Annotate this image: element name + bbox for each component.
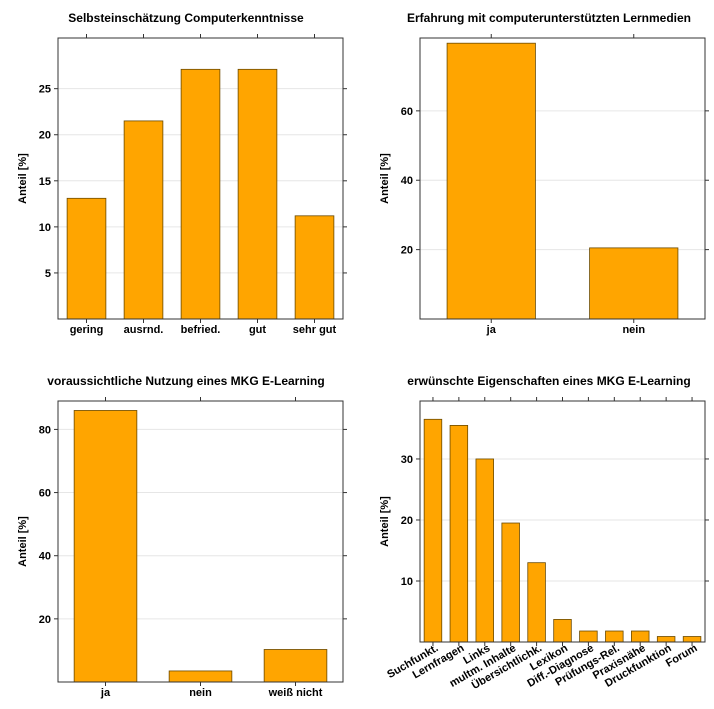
bar-5 xyxy=(553,619,572,643)
y-tick-label: 10 xyxy=(401,576,413,588)
bar-7 xyxy=(605,630,624,643)
bar-3 xyxy=(237,68,278,320)
y-tick-label: 15 xyxy=(39,176,51,188)
bar-1 xyxy=(449,425,469,643)
bar-10 xyxy=(682,636,702,643)
chart-panel-learning-media-experience: 20 40 60 ja nein Erfahrung mit computerunters… xyxy=(379,11,709,336)
chart-panel-computer-skills: 5 10 15 20 25 gering ausrnd. befried. gut sehr gu… xyxy=(17,11,347,336)
bar-9 xyxy=(656,636,676,643)
bar-8 xyxy=(631,630,650,643)
bar-0 xyxy=(66,197,107,320)
x-tick-label: weiß nicht xyxy=(268,687,323,699)
x-tick-label: gut xyxy=(249,324,266,336)
x-tick-label: nein xyxy=(189,687,212,699)
bar-0 xyxy=(423,418,443,643)
x-tick-label: ja xyxy=(486,324,497,336)
chart-title: voraussichtliche Nutzung eines MKG E-Lea… xyxy=(47,374,324,388)
chart-title: Erfahrung mit computerunterstützten Lern… xyxy=(407,11,691,25)
y-tick-label: 80 xyxy=(39,424,51,436)
bar-4 xyxy=(527,562,546,643)
y-tick-label: 60 xyxy=(401,106,413,118)
y-tick-label: 5 xyxy=(45,268,51,280)
y-tick-label: 20 xyxy=(39,130,51,142)
y-tick-label: 40 xyxy=(39,551,51,563)
bar-1 xyxy=(589,247,679,320)
y-tick-label: 20 xyxy=(401,515,413,527)
y-tick-label: 20 xyxy=(39,614,51,626)
y-axis-label: Anteil [%] xyxy=(17,153,29,204)
bar-1 xyxy=(123,120,164,320)
bar-3 xyxy=(501,522,520,643)
bar-0 xyxy=(73,410,138,683)
bar-2 xyxy=(475,458,494,643)
y-axis-label: Anteil [%] xyxy=(17,516,29,567)
bar-2 xyxy=(180,68,221,320)
bar-4 xyxy=(294,215,335,320)
bar-0 xyxy=(446,42,536,320)
x-tick-label: gering xyxy=(70,324,104,336)
y-tick-label: 30 xyxy=(401,454,413,466)
y-tick-label: 40 xyxy=(401,175,413,187)
x-tick-label: ja xyxy=(100,687,111,699)
bar-2 xyxy=(263,649,328,683)
chart-panel-expected-usage: 20 40 60 80 ja nein weiß nicht voraussichtliche… xyxy=(17,374,347,699)
chart-title: Selbsteinschätzung Computerkenntnisse xyxy=(68,11,304,25)
x-tick-label: sehr gut xyxy=(293,324,337,336)
y-tick-label: 25 xyxy=(39,84,51,96)
y-axis-label: Anteil [%] xyxy=(379,153,391,204)
x-tick-label: befried. xyxy=(181,324,221,336)
y-axis-label: Anteil [%] xyxy=(379,496,391,547)
y-tick-label: 10 xyxy=(39,222,51,234)
bar-6 xyxy=(579,630,598,643)
plot-frame xyxy=(419,37,706,320)
y-tick-label: 20 xyxy=(401,245,413,257)
bar-1 xyxy=(168,670,233,683)
x-tick-label: nein xyxy=(622,324,645,336)
chart-title: erwünschte Eigenschaften eines MKG E-Lea… xyxy=(407,374,690,388)
y-tick-label: 60 xyxy=(39,488,51,500)
x-tick-label: ausrnd. xyxy=(124,324,164,336)
